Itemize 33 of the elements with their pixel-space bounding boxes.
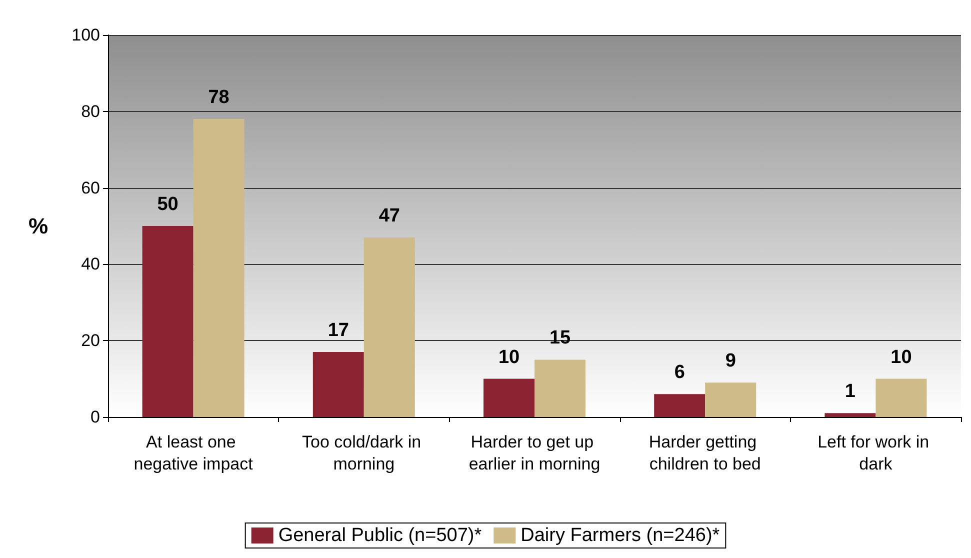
data-label: 1: [844, 381, 856, 402]
x-tick-label: At least one negative impact: [134, 432, 254, 474]
bar: [876, 378, 927, 417]
bar: [312, 352, 364, 417]
bar: [705, 382, 756, 417]
bar: [654, 394, 706, 417]
data-label: 9: [725, 350, 736, 372]
y-tick-label: 0: [90, 408, 100, 426]
y-tick-label: 100: [72, 26, 100, 44]
y-tick-label: 20: [81, 331, 100, 350]
y-tick-label: 80: [81, 102, 100, 121]
data-label: 6: [674, 362, 685, 384]
y-axis-title: %: [28, 214, 48, 238]
bar: [484, 378, 534, 417]
bar: [193, 119, 244, 417]
data-label: 17: [328, 320, 349, 342]
bar: [142, 226, 194, 417]
legend-label: Dairy Farmers (n=246)*: [520, 525, 720, 546]
data-label: 10: [498, 346, 520, 368]
data-label: 10: [890, 346, 912, 368]
y-tick-label: 40: [81, 254, 100, 274]
bar: [824, 413, 876, 417]
bar: [534, 360, 586, 417]
legend-label: General Public (n=507)*: [278, 525, 482, 546]
data-label: 47: [378, 205, 400, 226]
x-tick-label: Left for work in dark: [818, 432, 934, 474]
x-tick-label: Harder to get up earlier in morning: [468, 432, 600, 474]
data-label: 78: [208, 87, 230, 108]
x-tick-label: Harder getting children to bed: [648, 432, 762, 474]
y-tick-label: 60: [81, 178, 100, 198]
x-tick-label: Too cold/dark in morning: [302, 432, 426, 474]
data-label: 50: [157, 194, 178, 215]
bar: [364, 237, 415, 417]
